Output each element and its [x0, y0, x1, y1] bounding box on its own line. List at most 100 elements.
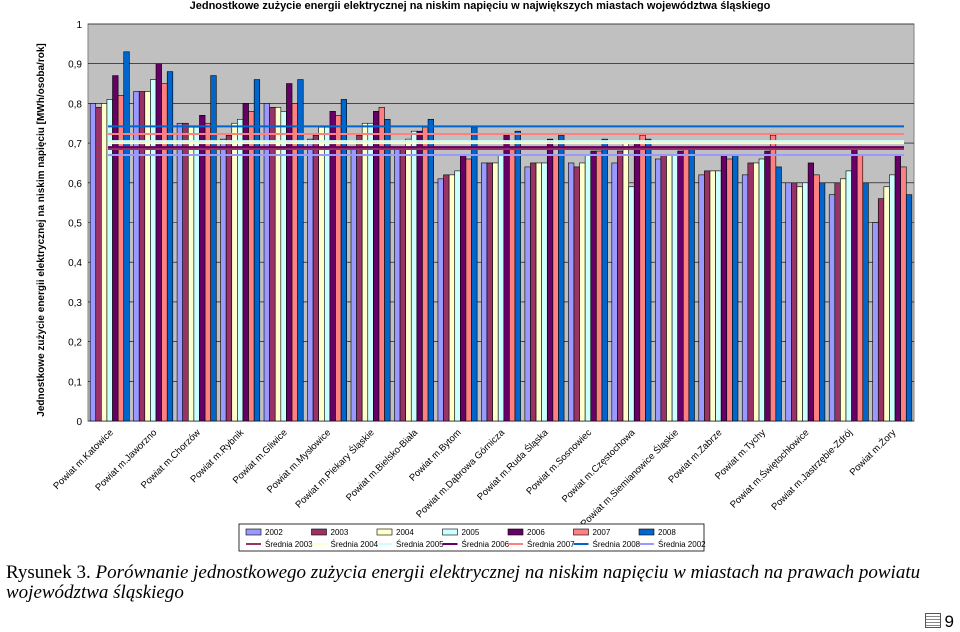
bar-2007: [552, 154, 559, 422]
bar-2008: [601, 138, 608, 422]
bar-2007: [204, 122, 211, 422]
bar-2004: [448, 174, 456, 422]
bar-2002: [176, 122, 183, 422]
bar-2005: [802, 182, 809, 422]
bar-2003: [399, 146, 406, 422]
y-tick-label: 0,9: [68, 60, 82, 71]
bar-2004: [318, 126, 325, 422]
bar-2003: [660, 154, 667, 422]
bar-2005: [845, 170, 852, 422]
legend-entry: Średnia 2005: [396, 540, 444, 549]
bar-2008: [862, 182, 869, 422]
legend-entry: Średnia 2006: [462, 540, 510, 549]
legend-swatch: [573, 528, 589, 536]
bar-2003: [182, 122, 189, 422]
bar-2007: [509, 146, 516, 422]
y-tick-label: 0,8: [68, 99, 82, 110]
bar-2005: [497, 154, 505, 422]
bar-2003: [225, 134, 233, 422]
bar-2003: [791, 182, 798, 422]
bar-2007: [682, 146, 690, 422]
bar-2006: [329, 111, 336, 422]
legend-entry: 2008: [658, 528, 676, 537]
bar-2006: [199, 115, 206, 422]
legend-entry: 2003: [331, 528, 349, 537]
bar-2007: [769, 134, 777, 422]
page-icon: [924, 613, 941, 628]
y-tick-label: 0,7: [68, 139, 82, 150]
bar-2007: [291, 103, 298, 422]
page-number-value: 9: [944, 612, 954, 631]
category-label: Powiat m.Ruda Śląska: [475, 426, 552, 503]
bar-2005: [410, 130, 418, 422]
legend-swatch: [442, 528, 458, 536]
bar-2004: [492, 162, 499, 422]
legend-entry: 2005: [462, 528, 480, 537]
bar-2002: [89, 103, 97, 422]
bar-2007: [900, 166, 907, 422]
bar-2005: [541, 162, 548, 422]
bar-2002: [611, 162, 618, 422]
bar-2003: [573, 166, 580, 422]
bar-2008: [340, 99, 348, 422]
bar-2004: [709, 170, 716, 422]
bar-2003: [95, 107, 102, 422]
y-axis-label: Jednostkowe zużycie energii elektrycznej…: [36, 43, 47, 416]
legend-swatch: [311, 528, 327, 536]
bar-2002: [741, 174, 749, 422]
y-tick-label: 0,6: [68, 179, 82, 190]
legend-entry: 2004: [396, 528, 414, 537]
bar-2007: [639, 134, 646, 422]
bar-2006: [155, 63, 162, 422]
bar-2004: [883, 186, 890, 422]
bar-2003: [356, 134, 363, 422]
bar-2003: [486, 162, 493, 422]
bar-2008: [775, 166, 782, 422]
legend: 2002 2003 2004 2005 2006 2007 2008 Średnia 2003…: [238, 523, 706, 552]
bar-2005: [889, 174, 896, 422]
bar-2008: [123, 51, 130, 422]
bar-2003: [747, 162, 754, 422]
bar-2007: [248, 111, 255, 422]
bar-2005: [671, 154, 678, 422]
bar-2004: [579, 162, 586, 422]
bar-2007: [422, 126, 429, 422]
category-label: Powiat m.Świętochłowice: [728, 427, 812, 511]
legend-entry: Średnia 2002: [658, 540, 706, 549]
average-lines: [108, 125, 904, 157]
legend-entry: 2002: [265, 528, 283, 537]
bar-2008: [210, 75, 217, 422]
bar-2007: [726, 158, 733, 422]
bar-2004: [405, 138, 412, 422]
category-label: Powiat m.Jastrzębie-Zdrój: [769, 427, 854, 512]
bar-2002: [568, 162, 575, 422]
bar-2003: [530, 162, 537, 422]
bar-2008: [645, 138, 652, 422]
bar-2006: [460, 154, 467, 422]
bar-2005: [367, 122, 374, 422]
bar-2002: [437, 178, 444, 422]
bar-2005: [193, 126, 200, 422]
bar-2008: [688, 146, 695, 422]
bar-2006: [720, 154, 728, 422]
bar-2008: [905, 194, 913, 422]
bar-2002: [394, 146, 401, 422]
bar-2006: [764, 150, 771, 422]
bar-2005: [758, 158, 765, 422]
category-label: Powiat m.Dąbrowa Górnicza: [414, 427, 507, 520]
bar-2006: [416, 130, 423, 422]
bar-2004: [666, 154, 673, 422]
bar-2005: [237, 118, 244, 422]
bar-2008: [297, 79, 304, 422]
bar-2005: [628, 186, 635, 422]
y-axis-ticks: 0 0,1 0,2 0,3 0,4 0,5 0,6 0,7 0,8 0,9 1: [68, 20, 82, 428]
legend-swatch: [638, 528, 655, 536]
bar-2002: [785, 182, 792, 422]
bar-2006: [633, 142, 641, 422]
bar-2006: [373, 111, 380, 422]
bar-2005: [150, 79, 157, 422]
category-label: Powiat m.Częstochowa: [560, 427, 638, 505]
bar-2004: [796, 186, 803, 422]
bar-2002: [872, 222, 879, 422]
